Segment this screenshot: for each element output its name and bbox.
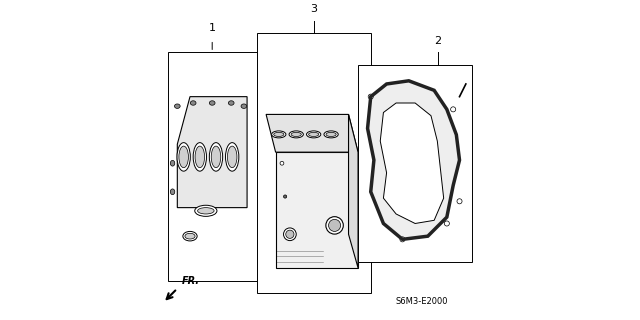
Ellipse shape <box>326 132 336 136</box>
Ellipse shape <box>209 101 215 105</box>
Ellipse shape <box>190 101 196 105</box>
Polygon shape <box>367 81 460 239</box>
Text: S6M3-E2000: S6M3-E2000 <box>396 297 448 306</box>
Polygon shape <box>276 152 358 268</box>
Ellipse shape <box>274 132 284 136</box>
Ellipse shape <box>324 131 338 138</box>
Ellipse shape <box>211 146 221 168</box>
Ellipse shape <box>209 143 223 171</box>
Ellipse shape <box>280 161 284 165</box>
Ellipse shape <box>291 132 301 136</box>
Ellipse shape <box>227 146 237 168</box>
Ellipse shape <box>400 237 405 242</box>
Text: 3: 3 <box>310 4 317 14</box>
Text: 2: 2 <box>435 36 442 46</box>
Polygon shape <box>380 103 444 223</box>
Ellipse shape <box>193 143 207 171</box>
Ellipse shape <box>195 146 205 168</box>
Text: FR.: FR. <box>182 276 200 286</box>
Ellipse shape <box>183 231 197 241</box>
Polygon shape <box>349 115 358 268</box>
Ellipse shape <box>179 146 188 168</box>
Ellipse shape <box>195 205 217 216</box>
Ellipse shape <box>170 189 175 195</box>
Ellipse shape <box>175 104 180 108</box>
Polygon shape <box>177 97 247 208</box>
Polygon shape <box>266 115 358 152</box>
Ellipse shape <box>284 228 296 241</box>
Ellipse shape <box>284 195 287 198</box>
Ellipse shape <box>307 131 321 138</box>
Ellipse shape <box>457 199 462 204</box>
Ellipse shape <box>225 143 239 171</box>
Ellipse shape <box>177 143 190 171</box>
Ellipse shape <box>328 220 340 231</box>
Ellipse shape <box>185 233 195 239</box>
Text: 1: 1 <box>209 23 216 33</box>
Ellipse shape <box>368 94 373 99</box>
Ellipse shape <box>326 217 343 234</box>
Ellipse shape <box>289 131 303 138</box>
Ellipse shape <box>451 107 456 112</box>
Ellipse shape <box>228 101 234 105</box>
Ellipse shape <box>170 160 175 166</box>
Bar <box>168 52 257 281</box>
Ellipse shape <box>444 221 449 226</box>
Bar <box>257 33 371 293</box>
Ellipse shape <box>308 132 319 136</box>
Ellipse shape <box>271 131 286 138</box>
Ellipse shape <box>241 104 247 108</box>
Bar <box>358 65 472 261</box>
Ellipse shape <box>198 208 214 214</box>
Ellipse shape <box>285 230 294 238</box>
